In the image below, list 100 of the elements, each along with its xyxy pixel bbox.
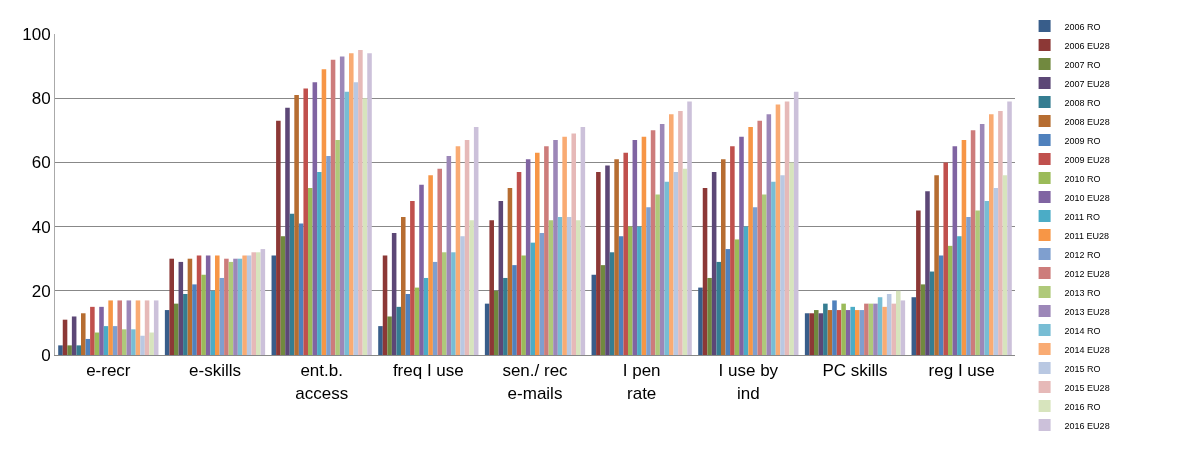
bar bbox=[99, 306, 104, 355]
legend-label: 2006 EU28 bbox=[1064, 40, 1110, 51]
bar bbox=[850, 306, 855, 355]
bar bbox=[757, 120, 763, 355]
bar bbox=[771, 181, 776, 355]
bar bbox=[762, 194, 767, 355]
legend-label: 2010 RO bbox=[1064, 173, 1101, 184]
bar bbox=[748, 127, 753, 355]
bar bbox=[489, 220, 494, 355]
bar bbox=[943, 162, 948, 355]
y-tick-label: 20 bbox=[31, 281, 51, 301]
legend-label: 2006 RO bbox=[1064, 21, 1101, 32]
bar bbox=[503, 277, 508, 355]
bar bbox=[864, 303, 869, 355]
bar bbox=[173, 303, 179, 355]
x-tick-label: reg I use bbox=[928, 361, 995, 381]
bar bbox=[140, 335, 145, 355]
legend-label: 2011 RO bbox=[1064, 211, 1100, 222]
legend-label: 2009 RO bbox=[1064, 135, 1101, 146]
legend-label: 2008 RO bbox=[1064, 97, 1101, 108]
legend-label: 2007 EU28 bbox=[1064, 78, 1110, 89]
x-tick-label: I pen rate bbox=[622, 361, 661, 403]
bar bbox=[358, 50, 363, 355]
bar bbox=[789, 162, 794, 355]
bar bbox=[596, 172, 601, 355]
bar bbox=[664, 181, 670, 355]
bar bbox=[646, 207, 651, 355]
legend-label: 2012 EU28 bbox=[1064, 268, 1110, 279]
legend-label: 2008 EU28 bbox=[1064, 116, 1110, 127]
bar bbox=[891, 303, 897, 355]
bar bbox=[947, 245, 953, 355]
bar bbox=[303, 88, 308, 355]
bar bbox=[285, 107, 290, 355]
legend-label: 2013 RO bbox=[1064, 287, 1101, 298]
legend-label: 2010 EU28 bbox=[1064, 192, 1110, 203]
bar bbox=[335, 139, 340, 355]
bar bbox=[276, 120, 281, 355]
bar bbox=[80, 313, 86, 355]
bar bbox=[294, 94, 299, 355]
bar bbox=[882, 306, 887, 355]
bar bbox=[367, 53, 372, 355]
bar bbox=[76, 345, 81, 355]
bar bbox=[251, 252, 257, 355]
bar bbox=[669, 114, 674, 355]
bar bbox=[576, 220, 581, 355]
bar bbox=[530, 242, 535, 355]
bar bbox=[832, 300, 837, 355]
bar bbox=[627, 226, 633, 355]
y-tick-label: 0 bbox=[41, 345, 51, 365]
bar bbox=[442, 252, 447, 355]
bar bbox=[451, 252, 456, 355]
bar bbox=[233, 258, 238, 355]
legend-label: 2016 RO bbox=[1064, 401, 1101, 412]
bar bbox=[925, 191, 930, 355]
bar bbox=[117, 300, 123, 355]
bar bbox=[192, 284, 197, 355]
bar bbox=[419, 184, 424, 355]
bar bbox=[571, 133, 577, 355]
bar bbox=[698, 287, 703, 355]
legend-label: 2015 EU28 bbox=[1064, 382, 1110, 393]
bar bbox=[512, 265, 517, 355]
y-tick-label: 100 bbox=[22, 24, 51, 44]
x-tick-label: ent.b. access bbox=[295, 361, 349, 403]
bar bbox=[841, 303, 846, 355]
bar bbox=[957, 236, 962, 355]
bar bbox=[687, 101, 692, 355]
x-tick-label: PC skills bbox=[822, 361, 888, 381]
bar bbox=[428, 175, 433, 355]
bar bbox=[809, 313, 814, 355]
bar bbox=[678, 111, 683, 355]
bar bbox=[998, 111, 1003, 355]
bar bbox=[349, 53, 354, 355]
bar bbox=[396, 306, 401, 355]
legend-label: 2016 EU28 bbox=[1064, 420, 1110, 431]
bar bbox=[210, 290, 215, 355]
bar bbox=[149, 332, 154, 355]
legend-label: 2015 RO bbox=[1064, 363, 1101, 374]
bar bbox=[780, 175, 785, 355]
bar bbox=[934, 175, 939, 355]
bar bbox=[553, 139, 558, 355]
bar bbox=[989, 114, 994, 355]
bar bbox=[739, 136, 744, 355]
bar bbox=[410, 200, 415, 355]
bar bbox=[720, 159, 726, 355]
y-tick-label: 80 bbox=[31, 89, 51, 109]
bar bbox=[984, 200, 990, 355]
y-tick-label: 40 bbox=[31, 217, 51, 237]
bar bbox=[562, 136, 567, 355]
x-tick-label: freq I use bbox=[392, 361, 464, 381]
bar bbox=[521, 255, 526, 355]
bar bbox=[873, 303, 878, 355]
bar bbox=[378, 326, 383, 355]
bar bbox=[637, 226, 642, 355]
y-tick-label: 60 bbox=[31, 153, 51, 173]
bar bbox=[730, 146, 735, 355]
bar bbox=[605, 165, 610, 355]
bar bbox=[493, 290, 499, 355]
x-tick-label: e-skills bbox=[189, 361, 241, 381]
bar bbox=[1007, 101, 1012, 355]
bar bbox=[469, 220, 474, 355]
